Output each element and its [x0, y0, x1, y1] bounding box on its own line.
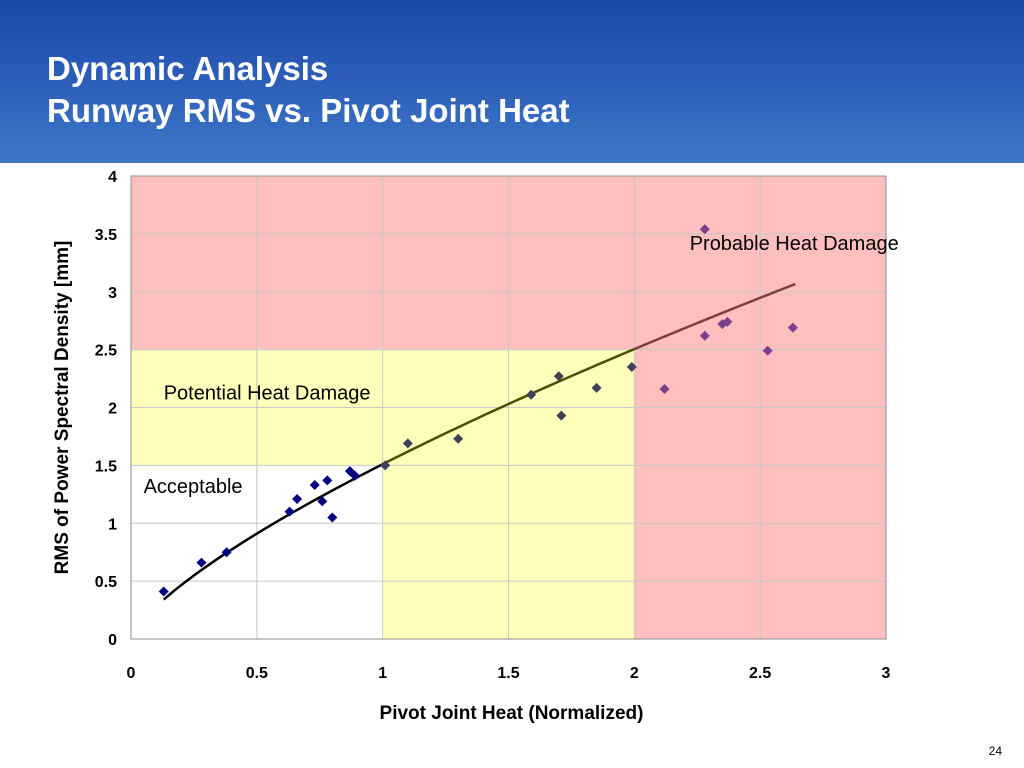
page-number: 24 — [988, 744, 1002, 758]
data-point-acceptable-3 — [284, 506, 295, 517]
x-tick-label-1: 0.5 — [246, 665, 268, 682]
slide-title: Dynamic Analysis Runway RMS vs. Pivot Jo… — [47, 48, 570, 132]
title-line-2: Runway RMS vs. Pivot Joint Heat — [47, 92, 570, 129]
data-point-acceptable-4 — [292, 493, 303, 504]
data-point-probable-4 — [722, 316, 733, 327]
y-tick-label-2: 1 — [108, 516, 117, 533]
data-point-acceptable-10 — [349, 470, 360, 481]
x-tick-label-2: 1 — [378, 665, 387, 682]
data-point-acceptable-8 — [327, 512, 338, 523]
zone-label-1: Potential Heat Damage — [164, 382, 371, 404]
x-tick-label-3: 1.5 — [497, 665, 519, 682]
title-banner — [0, 0, 1024, 163]
data-point-probable-5 — [762, 345, 773, 356]
data-point-potential-6 — [591, 382, 602, 393]
data-point-acceptable-6 — [317, 496, 328, 507]
trendline-acceptable — [162, 463, 384, 601]
data-point-potential-1 — [402, 438, 413, 449]
data-point-potential-3 — [526, 389, 537, 400]
y-tick-label-0: 0 — [108, 632, 117, 649]
data-point-potential-0 — [380, 460, 391, 471]
data-point-probable-2 — [699, 330, 710, 341]
y-tick-label-1: 0.5 — [95, 574, 117, 591]
data-point-probable-0 — [659, 383, 670, 394]
data-point-acceptable-7 — [322, 475, 333, 486]
data-point-probable-1 — [699, 224, 710, 235]
data-point-potential-4 — [553, 371, 564, 382]
trendline-potential — [382, 347, 635, 466]
x-tick-label-5: 2.5 — [749, 665, 771, 682]
zone-label-2: Acceptable — [144, 476, 243, 498]
data-point-acceptable-2 — [221, 547, 232, 558]
x-tick-label-0: 0 — [127, 665, 136, 682]
y-tick-label-5: 2.5 — [95, 343, 117, 360]
y-tick-label-7: 3.5 — [95, 227, 117, 244]
plot-area-border — [130, 175, 887, 640]
y-tick-label-4: 2 — [108, 401, 117, 418]
y-axis-title: RMS of Power Spectral Density [mm] — [52, 241, 73, 575]
zone-label-0: Probable Heat Damage — [690, 233, 899, 255]
trendline-probable — [633, 282, 796, 351]
y-tick-label-3: 1.5 — [95, 458, 117, 475]
y-tick-label-6: 3 — [108, 285, 117, 302]
data-point-acceptable-0 — [158, 586, 169, 597]
x-axis-title: Pivot Joint Heat (Normalized) — [380, 703, 644, 724]
y-tick-label-8: 4 — [108, 169, 117, 186]
data-point-potential-5 — [556, 410, 567, 421]
data-point-acceptable-1 — [196, 557, 207, 568]
data-point-probable-6 — [787, 322, 798, 333]
x-tick-label-6: 3 — [882, 665, 891, 682]
data-point-potential-2 — [453, 433, 464, 444]
data-point-potential-7 — [626, 361, 637, 372]
data-point-acceptable-5 — [309, 480, 320, 491]
title-line-1: Dynamic Analysis — [47, 50, 329, 87]
x-tick-label-4: 2 — [630, 665, 639, 682]
